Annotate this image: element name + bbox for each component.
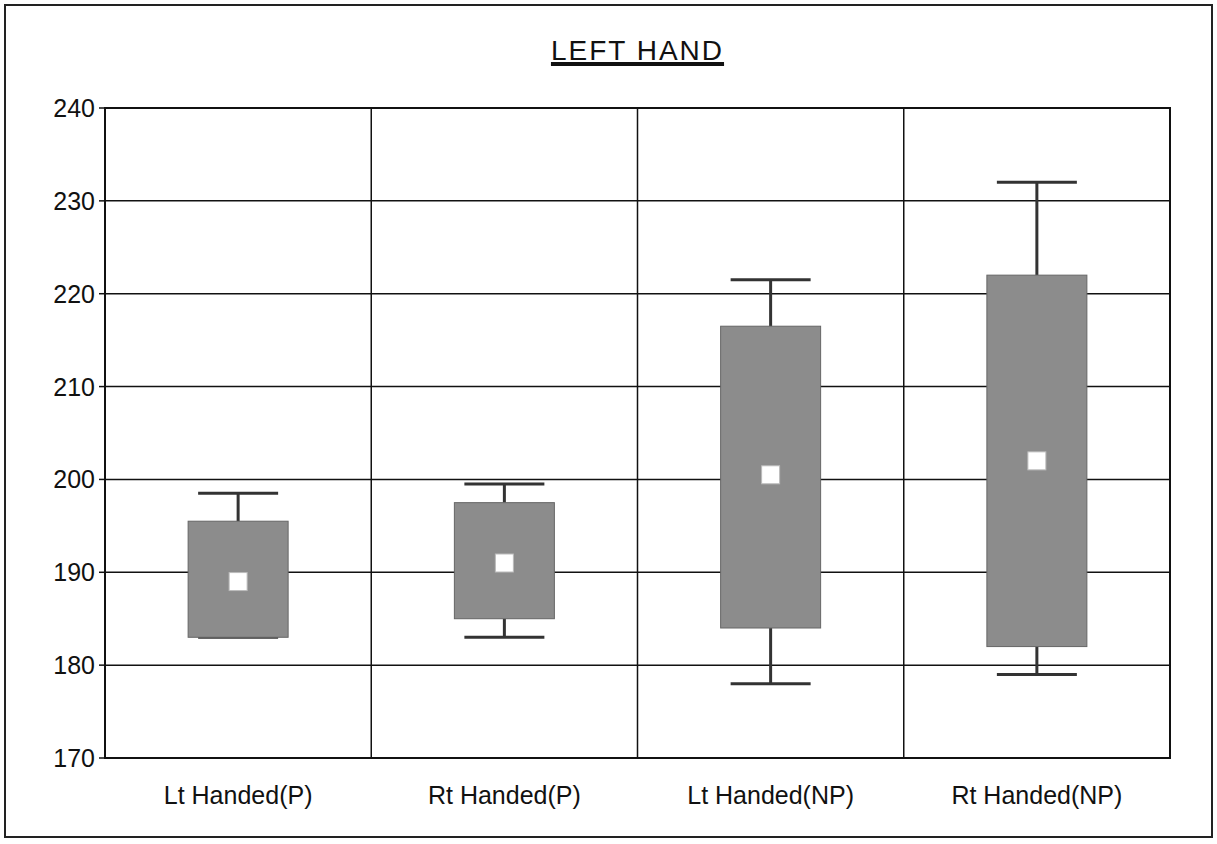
y-tick-label: 180 [53,651,95,679]
title: LEFT HAND [551,35,724,66]
x-tick-label: Lt Handed(NP) [687,781,854,809]
x-tick-label: Lt Handed(P) [164,781,313,809]
box [721,326,821,628]
category-divider [371,108,373,758]
max-cap [464,483,544,486]
box [987,275,1087,646]
max-cap [198,492,278,495]
median-marker [495,554,513,572]
y-tick-label: 200 [53,465,95,493]
chart-svg: LEFT HAND 170 180 190 200 210 220 230 240 Lt Hand… [0,0,1217,844]
min-cap [731,682,811,685]
chart-container: LEFT HAND 170 180 190 200 210 220 230 240 Lt Hand… [0,0,1217,844]
box [188,521,288,637]
x-tick-label: Rt Handed(NP) [951,781,1122,809]
max-cap [997,181,1077,184]
y-tick-label: 240 [53,94,95,122]
upper-whisker [503,484,506,503]
y-tick-label: 170 [53,744,95,772]
y-tick-label: 230 [53,187,95,215]
title-underline [551,64,724,66]
y-tick-label: 220 [53,280,95,308]
x-tick-label: Rt Handed(P) [428,781,581,809]
category-divider [903,108,905,758]
plot-frame [105,108,1170,758]
marks [188,182,1087,683]
y-tick-label: 210 [53,373,95,401]
median-marker [229,573,247,591]
lower-whisker [769,628,772,684]
max-cap [731,278,811,281]
upper-whisker [769,280,772,326]
median-marker [1028,452,1046,470]
upper-whisker [1035,182,1038,275]
lower-whisker [1035,647,1038,675]
median-marker [762,466,780,484]
box [454,503,554,619]
upper-whisker [237,493,240,521]
min-cap [464,636,544,639]
outer-frame [5,5,1212,837]
y-tick-label: 190 [53,558,95,586]
category-divider [637,108,639,758]
lower-whisker [503,619,506,638]
min-cap [997,673,1077,676]
